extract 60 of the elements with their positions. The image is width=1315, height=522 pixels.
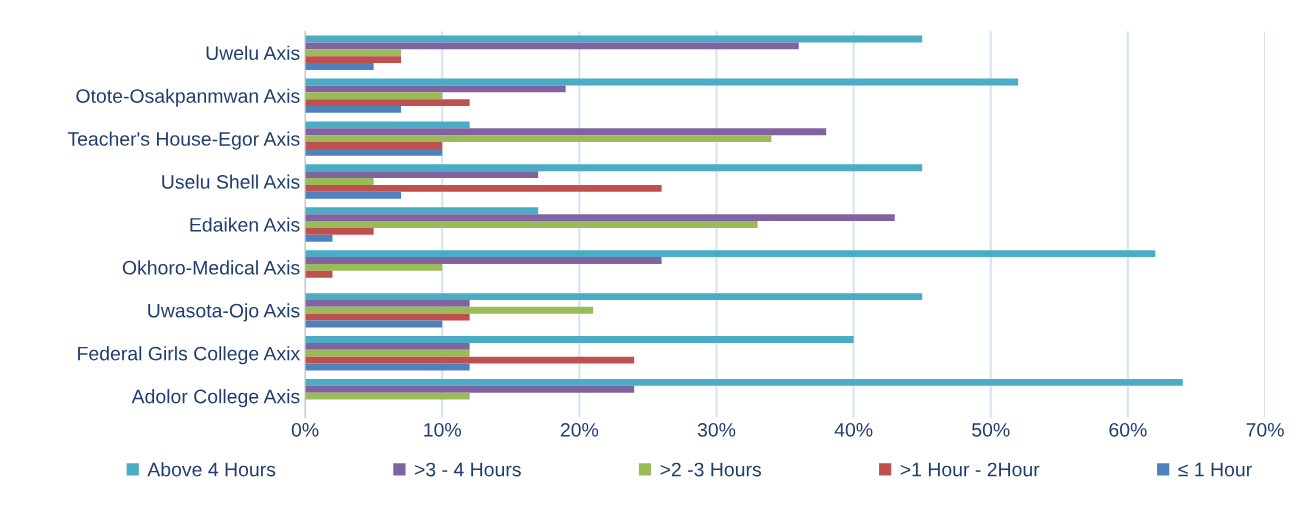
y-tick-label: Otote-Osakpanmwan Axis: [76, 88, 300, 107]
y-tick-label: Edaiken Axis: [190, 217, 300, 232]
x-tick-label: 70%: [1246, 422, 1284, 437]
x-tick-label: 0%: [291, 422, 319, 437]
bar: [305, 392, 470, 400]
x-tick-label: 40%: [834, 422, 873, 437]
bar: [305, 207, 539, 215]
bar: [305, 306, 594, 314]
y-tick-label: Federal Girls College Axix: [78, 346, 301, 365]
bar: [305, 300, 470, 307]
bar: [305, 142, 443, 149]
bar: [305, 349, 470, 357]
x-tick-label: 30%: [697, 422, 736, 437]
y-tick-label: Uselu Shell Axis: [162, 174, 300, 189]
bar: [305, 313, 470, 321]
bar: [305, 49, 402, 57]
legend-label: >1 Hour - 2Hour: [900, 462, 1040, 477]
bar: [305, 178, 374, 185]
bar: [305, 171, 539, 179]
bar: [305, 85, 566, 93]
bar: [305, 148, 443, 156]
bar: [305, 99, 470, 106]
legend-label: ≤ 1 Hour: [1178, 462, 1252, 477]
legend-label: Above 4 Hours: [147, 462, 276, 477]
y-tick-label: Uwelu Axis: [206, 45, 300, 61]
bar: [305, 385, 635, 393]
bar: [305, 257, 662, 264]
bar: [305, 191, 402, 199]
bar: [305, 221, 758, 228]
bar: [305, 214, 895, 222]
bar: [305, 63, 374, 70]
bar: [305, 336, 854, 343]
bar: [305, 164, 923, 172]
bar: [305, 270, 333, 278]
bar: [305, 263, 443, 271]
y-tick-label: Teacher's House-Egor Axis: [67, 131, 300, 150]
bar: [305, 293, 923, 300]
bar: [305, 234, 333, 242]
x-tick-label: 10%: [424, 422, 461, 437]
bar: [305, 227, 374, 235]
y-tick-label: Uwasota-Ojo Axis: [148, 303, 300, 322]
bar: [305, 128, 827, 136]
x-tick-label: 20%: [560, 422, 599, 437]
bar: [305, 356, 635, 364]
bar: [305, 342, 470, 350]
legend-label: >3 - 4 Hours: [414, 462, 521, 477]
x-tick-label: 60%: [1109, 422, 1147, 437]
bar: [305, 56, 402, 64]
bar: [305, 106, 402, 113]
bar: [305, 250, 1156, 258]
x-tick-label: 50%: [972, 422, 1010, 437]
bar: [305, 121, 470, 129]
y-tick-label: Adolor College Axis: [131, 389, 300, 408]
bar: [305, 135, 772, 143]
bar: [305, 42, 799, 50]
bar: [305, 378, 1183, 386]
y-tick-label: Okhoro-Medical Axis: [122, 260, 300, 275]
legend-label: >2 -3 Hours: [660, 462, 761, 477]
bar: [305, 184, 662, 192]
bar: [305, 92, 443, 100]
